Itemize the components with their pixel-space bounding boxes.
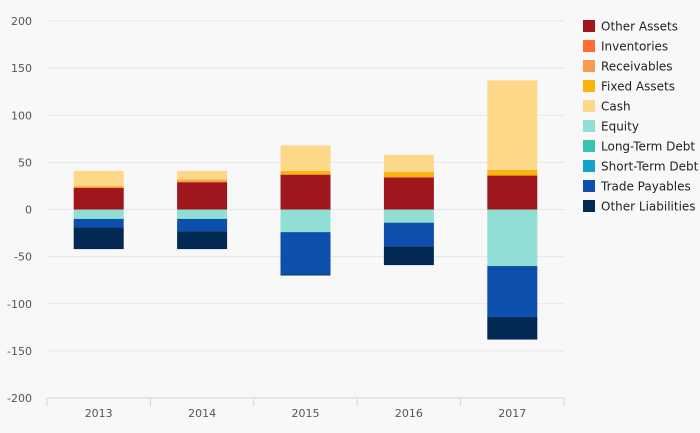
y-tick-label: 50 [18, 156, 32, 169]
bar-segment [73, 218, 124, 228]
legend-label: Short-Term Debt [601, 160, 699, 174]
legend-swatch [583, 40, 595, 52]
bar-segment [280, 209, 331, 233]
bar-segment [73, 227, 124, 250]
legend-swatch [583, 60, 595, 72]
y-axis-ticks: -200 -150 -100 -50 0 50 100 150 200 [7, 15, 32, 405]
bar-segment [73, 186, 124, 188]
bar-segment [487, 209, 538, 267]
bar-segment [177, 182, 228, 210]
y-tick-label: 200 [11, 15, 32, 28]
legend-label: Fixed Assets [601, 80, 675, 94]
y-tick-label: 150 [11, 62, 32, 75]
legend-swatch [583, 180, 595, 192]
legend-label: Cash [601, 100, 631, 114]
bar-segment [177, 180, 228, 183]
legend-item[interactable]: Receivables [583, 60, 673, 74]
x-tick-label: 2014 [188, 407, 216, 420]
bar-segment [487, 316, 538, 340]
x-tick-label: 2016 [395, 407, 423, 420]
y-tick-label: -100 [7, 298, 32, 311]
bar-segment [487, 169, 538, 176]
bar-segment [383, 171, 434, 177]
x-tick-label: 2015 [292, 407, 320, 420]
legend-label: Trade Payables [600, 180, 691, 194]
bar-segment [487, 175, 538, 210]
legend-label: Long-Term Debt [601, 140, 695, 154]
bar-segment [177, 209, 228, 219]
bar-segment [383, 154, 434, 172]
bar-segment [73, 170, 124, 186]
x-axis: 2013 2014 2015 2016 2017 [46, 397, 565, 420]
bar-segment [383, 209, 434, 223]
legend-item[interactable]: Fixed Assets [583, 80, 675, 94]
bar-segment [383, 176, 434, 178]
bar-segment [73, 209, 124, 219]
x-tick-label: 2013 [85, 407, 113, 420]
legend-item[interactable]: Cash [583, 100, 631, 114]
legend-swatch [583, 200, 595, 212]
legend-swatch [583, 80, 595, 92]
y-tick-label: -200 [7, 392, 32, 405]
legend-item[interactable]: Short-Term Debt [583, 160, 699, 174]
legend: Other Assets Inventories Receivables Fixed … [583, 20, 699, 214]
legend-item[interactable]: Inventories [583, 40, 668, 54]
legend-swatch [583, 140, 595, 152]
bar-segment [487, 266, 538, 317]
legend-label: Receivables [601, 60, 673, 74]
legend-swatch [583, 160, 595, 172]
legend-swatch [583, 100, 595, 112]
y-tick-label: 100 [11, 109, 32, 122]
bar-segment [73, 185, 124, 187]
y-tick-label: -150 [7, 345, 32, 358]
legend-label: Other Liabilities [601, 200, 696, 214]
bar-segment [280, 274, 331, 276]
legend-item[interactable]: Equity [583, 120, 639, 134]
legend-label: Inventories [601, 40, 668, 54]
bar-segment [280, 174, 331, 210]
bar-segment [73, 187, 124, 210]
bar-segment [280, 145, 331, 171]
legend-label: Other Assets [601, 20, 678, 34]
legend-item[interactable]: Long-Term Debt [583, 140, 695, 154]
bar-segment [177, 170, 228, 180]
bar-segment [383, 177, 434, 210]
bar-segment [280, 170, 331, 175]
legend-label: Equity [601, 120, 639, 134]
bar-segment [280, 232, 331, 275]
legend-item[interactable]: Trade Payables [583, 180, 691, 194]
x-tick-label: 2017 [498, 407, 526, 420]
bar-segment [383, 246, 434, 266]
y-tick-label: -50 [14, 251, 32, 264]
legend-item[interactable]: Other Liabilities [583, 200, 696, 214]
bar-segment [487, 80, 538, 170]
bars [73, 80, 538, 340]
legend-swatch [583, 120, 595, 132]
bar-segment [177, 218, 228, 232]
legend-swatch [583, 20, 595, 32]
bar-segment [177, 179, 228, 181]
bar-segment [177, 231, 228, 250]
y-tick-label: 0 [25, 204, 32, 217]
bar-segment [383, 222, 434, 247]
legend-item[interactable]: Other Assets [583, 20, 678, 34]
